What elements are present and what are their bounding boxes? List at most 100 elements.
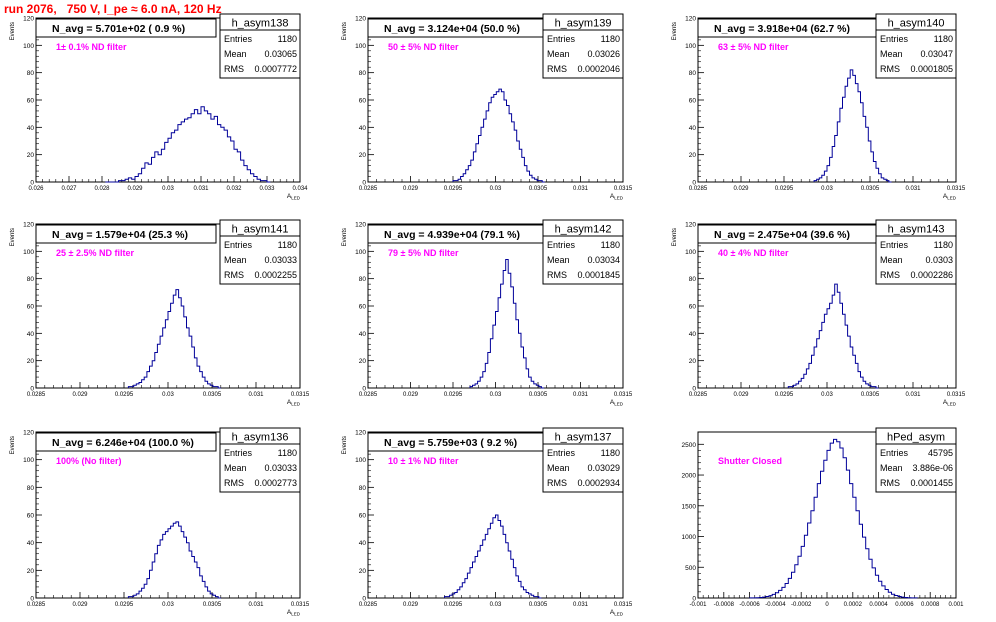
histogram-bin [201, 107, 204, 182]
y-tick-label: 20 [359, 568, 367, 575]
histogram-bin [197, 568, 200, 598]
y-tick-label: 2000 [682, 473, 697, 480]
x-tick-label: 0.0315 [614, 186, 633, 192]
histogram-bin [532, 178, 535, 182]
x-axis-label: ALED [287, 193, 301, 201]
histogram-bin [801, 378, 804, 388]
histogram-bin [165, 142, 168, 182]
histogram-bin [843, 458, 846, 598]
histogram-bin [845, 86, 848, 182]
histogram-bin [772, 594, 775, 598]
histogram-bin [866, 549, 869, 598]
histogram-bin [264, 181, 267, 182]
histogram-bin [150, 570, 153, 598]
histogram-bin [530, 175, 533, 182]
histogram-bin [884, 179, 887, 182]
histogram-bin [863, 381, 866, 388]
histogram-bin [237, 152, 240, 182]
stats-label-rms: RMS [547, 270, 567, 280]
filter-label: Shutter Closed [718, 456, 782, 466]
histogram-bin [205, 381, 208, 388]
y-tick-label: 20 [27, 568, 35, 575]
stats-label-entries: Entries [224, 448, 253, 458]
histogram-pad-h_asym136: 0 20 40 60 80 100 120 0.0285 0.029 0.0295 0.03 0.03… [10, 427, 310, 617]
histogram-bin [465, 579, 468, 598]
x-tick-label: 0.0315 [614, 392, 633, 398]
y-tick-label: 40 [359, 540, 367, 547]
histogram-bin [531, 381, 534, 388]
filter-label: 10 ± 1% ND filter [388, 456, 459, 466]
histogram-bin [205, 587, 208, 598]
histogram-bin [450, 595, 453, 598]
histogram-bin [799, 381, 802, 388]
stats-value-mean: 0.03026 [587, 49, 620, 59]
histogram-bin [792, 572, 795, 598]
histogram-bin [184, 317, 187, 388]
stats-hist-name: h_asym140 [888, 18, 945, 30]
histogram-bin [840, 303, 843, 388]
histogram-bin [791, 387, 794, 388]
y-tick-label: 60 [689, 304, 697, 311]
histogram-bin [119, 181, 122, 182]
histogram-bin [850, 484, 853, 598]
histogram-bin [812, 355, 815, 388]
x-tick-label: 0.031 [248, 602, 264, 608]
histogram-bin [879, 581, 882, 598]
histogram-bin [210, 594, 213, 598]
x-tick-label: 0.0315 [291, 602, 310, 608]
stats-value-mean: 0.0303 [925, 255, 953, 265]
y-axis-label: Events [10, 436, 16, 454]
y-tick-label: 60 [359, 304, 367, 311]
stats-box [875, 219, 957, 285]
x-tick-label: 0.0305 [529, 392, 548, 398]
histogram-bin [512, 122, 515, 182]
histogram-bin [814, 347, 817, 388]
histogram-bin [478, 381, 481, 388]
histogram-bin [139, 383, 142, 388]
histogram-bin [837, 122, 840, 182]
histogram-bin [819, 178, 822, 182]
stats-hist-name: h_asym139 [555, 18, 612, 30]
histogram-bin [475, 557, 478, 599]
histogram-bin [462, 583, 465, 598]
histogram-bin [832, 295, 835, 388]
x-tick-label: 0.029 [733, 392, 749, 398]
histogram-bin [858, 372, 861, 388]
histogram-bin [814, 181, 817, 182]
stats-label-entries: Entries [224, 34, 253, 44]
histogram-bin [871, 387, 874, 388]
histogram-bin [480, 545, 483, 598]
navg-box [35, 18, 217, 38]
x-tick-label: 0.0006 [895, 602, 914, 608]
histogram-bin [496, 92, 499, 182]
histogram-bin [853, 75, 856, 182]
y-tick-label: 60 [359, 513, 367, 520]
histogram-bin [809, 363, 812, 388]
histogram-bin [173, 295, 176, 388]
x-tick-label: 0.0285 [359, 392, 378, 398]
histogram-bin [214, 116, 217, 182]
x-tick-label: 0.031 [905, 392, 921, 398]
stats-value-rms: 0.0002255 [254, 270, 297, 280]
y-tick-label: 100 [355, 43, 366, 50]
x-tick-label: 0.0008 [921, 602, 940, 608]
histogram-bin [888, 592, 891, 598]
histogram-bin [493, 518, 496, 598]
stats-label-mean: Mean [224, 255, 247, 265]
histogram-bin [819, 331, 822, 388]
run-title: run 2076, 750 V, I_pe ≈ 6.0 nA, 120 Hz [4, 2, 222, 16]
histogram-bin [885, 590, 888, 598]
x-tick-label: -0.0004 [765, 602, 786, 608]
x-tick-label: 0.0285 [27, 392, 46, 398]
histogram-bin [485, 534, 488, 598]
histogram-bin [231, 141, 234, 182]
histogram-bin [866, 384, 869, 388]
histogram-bin [466, 170, 469, 182]
stats-hist-name: h_asym137 [555, 432, 612, 444]
stats-label-rms: RMS [224, 478, 244, 488]
histogram-bin [486, 111, 489, 182]
histogram-bin [535, 179, 538, 182]
y-tick-label: 0 [362, 596, 366, 603]
